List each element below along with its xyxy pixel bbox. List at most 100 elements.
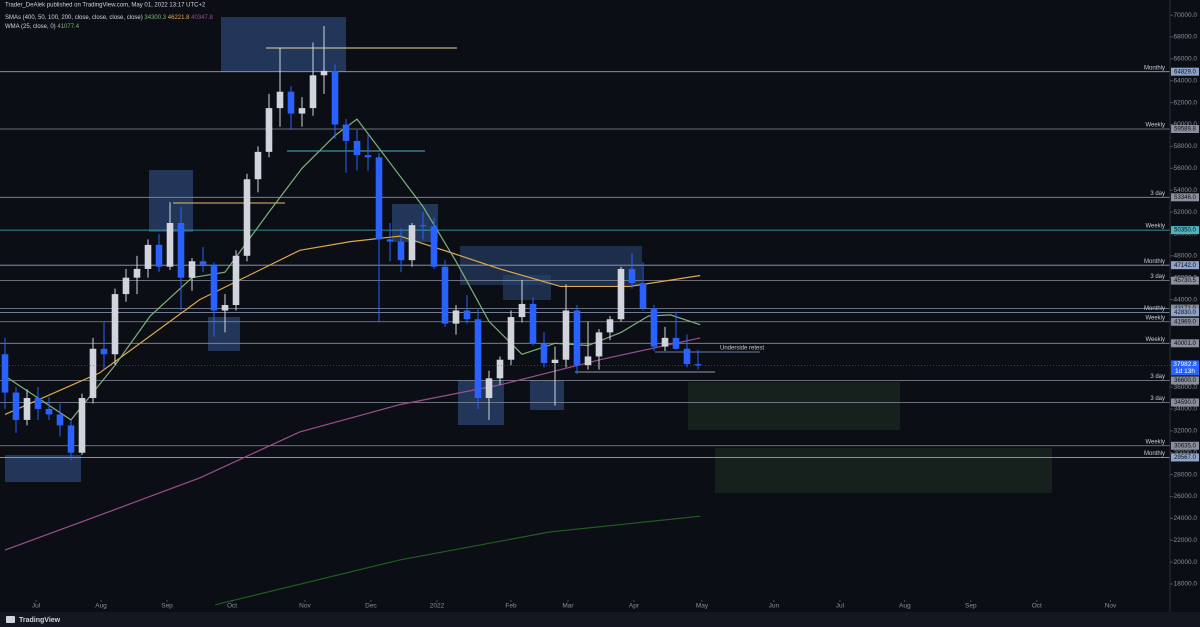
level-tag: 3 day — [1150, 191, 1165, 197]
candle-body — [672, 337, 680, 349]
candle-body — [265, 108, 273, 152]
candle-body — [694, 364, 702, 366]
y-tick-label: 34000.0 — [1174, 406, 1198, 413]
candle-body — [166, 222, 174, 267]
x-tick-label: Jul — [32, 603, 41, 610]
level-tag: Weekly — [1145, 337, 1165, 343]
x-tick-label: Feb — [505, 603, 517, 610]
candle-body — [562, 310, 570, 360]
candle-body — [67, 425, 75, 453]
level-tag: Weekly — [1145, 439, 1165, 445]
candle-body — [23, 398, 31, 420]
candle-body — [155, 244, 163, 267]
level-label: 41969.0 — [1174, 319, 1196, 325]
level-label: 40001.0 — [1174, 341, 1196, 347]
candle-body — [606, 319, 614, 333]
level-label: 42830.0 — [1174, 310, 1196, 316]
target-zone — [688, 382, 900, 430]
last-price-box — [1171, 360, 1199, 376]
candle-body — [34, 398, 42, 409]
level-box — [1171, 125, 1199, 134]
candle-body — [595, 332, 603, 357]
sma-legend: SMAs (400, 50, 100, 200, close, close, c… — [5, 15, 214, 21]
level-label: 34590.0 — [1174, 400, 1196, 406]
level-tag: Weekly — [1145, 123, 1165, 129]
x-tick-label: Dec — [365, 603, 377, 610]
y-tick-label: 54000.0 — [1174, 187, 1198, 194]
level-box — [1171, 193, 1199, 202]
y-tick-label: 52000.0 — [1174, 209, 1198, 216]
x-tick-label: Jun — [769, 603, 780, 610]
level-tag: Monthly — [1144, 306, 1165, 312]
y-tick-label: 66000.0 — [1174, 56, 1198, 63]
level-tag: 3 day — [1150, 374, 1165, 380]
candle-body — [320, 70, 328, 76]
moving-average — [4, 337, 701, 551]
target-zone — [715, 448, 1052, 493]
candle-body — [375, 157, 383, 240]
zone — [149, 170, 193, 232]
level-label: 45730.5 — [1174, 278, 1196, 284]
y-tick-label: 26000.0 — [1174, 493, 1198, 500]
candle-body — [584, 356, 592, 366]
brand: TradingView — [19, 617, 61, 624]
candle-body — [177, 222, 185, 278]
candle-body — [89, 348, 97, 399]
level-box — [1171, 317, 1199, 326]
x-tick-label: Oct — [227, 603, 237, 610]
y-tick-label: 56000.0 — [1174, 165, 1198, 172]
candle-body — [364, 155, 372, 158]
levels: Monthly Weekly 3 day Weekly Monthly 3 day Mont… — [0, 65, 1170, 458]
sma-value: 34300.3 — [144, 15, 166, 21]
x-tick-label: Sep — [965, 603, 977, 610]
candle-body — [331, 70, 339, 125]
candle-body — [133, 268, 141, 278]
candle-body — [573, 310, 581, 366]
x-tick-label: Sep — [161, 603, 173, 610]
y-tick-label: 18000.0 — [1174, 581, 1198, 588]
y-tick-label: 36000.0 — [1174, 384, 1198, 391]
candle-body — [397, 241, 405, 261]
level-tag: 3 day — [1150, 274, 1165, 280]
level-tag: 3 day — [1150, 396, 1165, 402]
candle-body — [540, 343, 548, 364]
y-tick-label: 48000.0 — [1174, 253, 1198, 260]
level-box — [1171, 67, 1199, 76]
sma-value: 40347.8 — [191, 15, 213, 21]
level-label: 50350.0 — [1174, 228, 1196, 234]
level-box — [1171, 398, 1199, 407]
y-tick-label: 64000.0 — [1174, 77, 1198, 84]
candle-body — [232, 255, 240, 306]
y-tick-label: 32000.0 — [1174, 428, 1198, 435]
sma-name: SMAs (400, 50, 100, 200, close, close, c… — [5, 15, 143, 21]
zone — [503, 275, 551, 300]
candle-body — [122, 277, 130, 295]
moving-average — [4, 235, 701, 415]
y-tick-label: 44000.0 — [1174, 296, 1198, 303]
y-tick-label: 22000.0 — [1174, 537, 1198, 544]
candle-body — [243, 179, 251, 256]
candle-body — [408, 225, 416, 261]
footer-bar — [0, 612, 1200, 627]
level-box — [1171, 276, 1199, 285]
y-tick-label: 60000.0 — [1174, 121, 1198, 128]
countdown: 1d 13h — [1175, 368, 1195, 375]
candle-body — [12, 392, 20, 420]
level-box — [1171, 308, 1199, 317]
candle-body — [221, 305, 229, 311]
y-tick-label: 28000.0 — [1174, 471, 1198, 478]
candle-body — [254, 151, 262, 180]
candle-body — [276, 91, 284, 109]
logo — [6, 616, 15, 623]
candle-body — [188, 261, 196, 278]
candle-body — [485, 378, 493, 399]
annotation: Underside retest — [720, 346, 764, 352]
candle-body — [1, 354, 9, 393]
candle-body — [507, 317, 515, 360]
y-tick-label: 50000.0 — [1174, 231, 1198, 238]
level-box — [1171, 339, 1199, 348]
wma-value: 41077.4 — [57, 24, 79, 30]
moving-average — [214, 515, 701, 606]
axes: 18000.0 20000.0 22000.0 24000.0 26000.0 28000… — [0, 12, 1199, 610]
